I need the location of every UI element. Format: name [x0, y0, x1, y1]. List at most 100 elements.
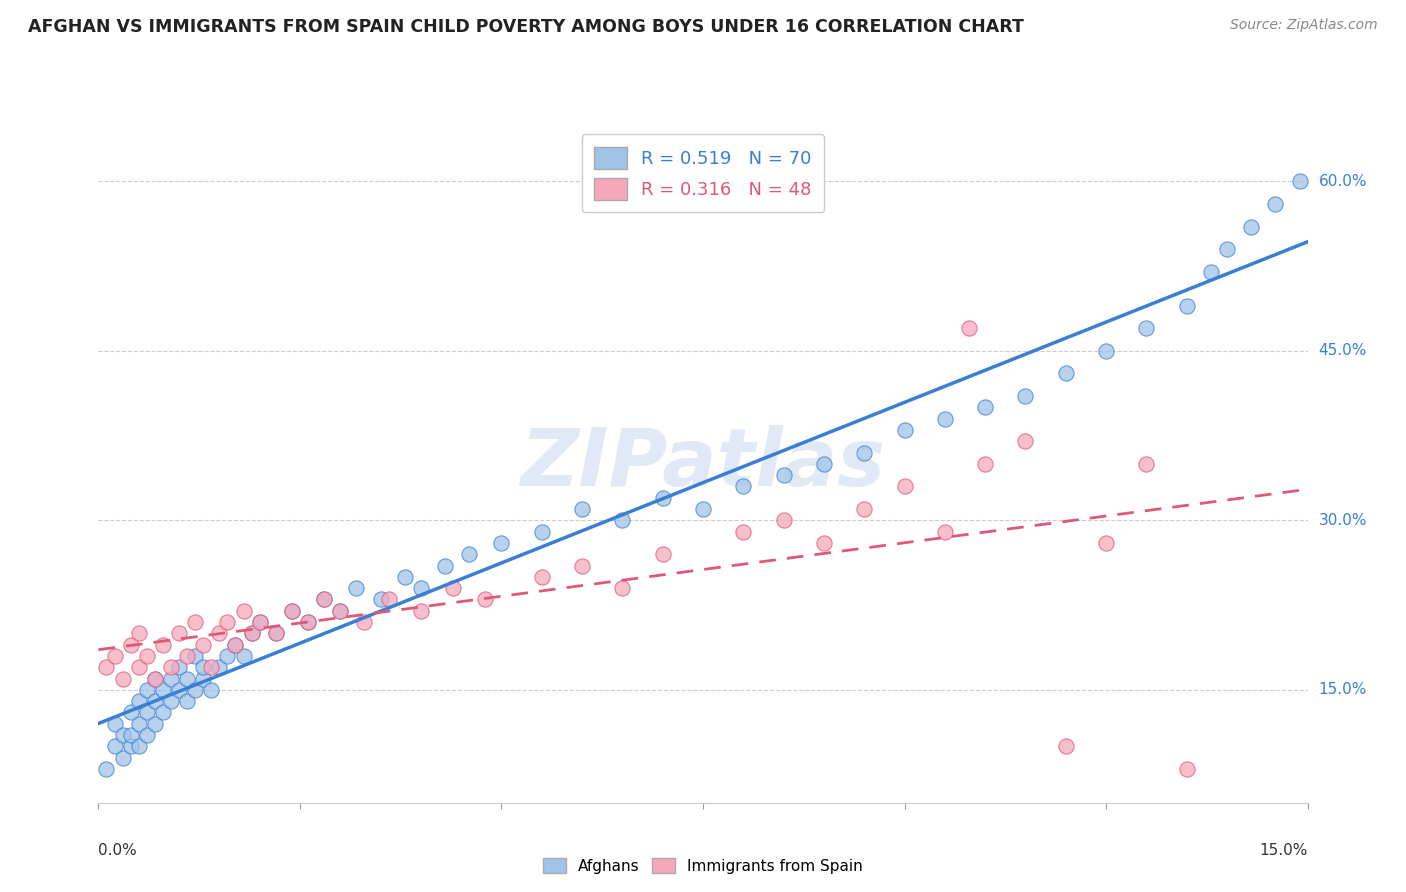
- Point: [612, 581, 634, 595]
- Point: [143, 716, 166, 731]
- Point: [184, 682, 207, 697]
- Point: [111, 672, 134, 686]
- Point: [143, 694, 166, 708]
- Point: [143, 672, 166, 686]
- Point: [458, 547, 481, 561]
- Point: [377, 592, 399, 607]
- Point: [571, 502, 593, 516]
- Point: [281, 604, 304, 618]
- Text: 15.0%: 15.0%: [1319, 682, 1367, 698]
- Point: [240, 626, 263, 640]
- Point: [224, 638, 246, 652]
- Point: [1014, 389, 1036, 403]
- Point: [176, 694, 198, 708]
- Point: [96, 660, 118, 674]
- Point: [491, 536, 513, 550]
- Point: [813, 536, 835, 550]
- Point: [974, 401, 997, 415]
- Point: [128, 716, 150, 731]
- Point: [1054, 739, 1077, 754]
- Point: [167, 626, 190, 640]
- Legend: R = 0.519   N = 70, R = 0.316   N = 48: R = 0.519 N = 70, R = 0.316 N = 48: [582, 134, 824, 212]
- Point: [232, 648, 254, 663]
- Point: [733, 524, 755, 539]
- Point: [135, 728, 157, 742]
- Point: [1095, 343, 1118, 358]
- Point: [103, 648, 125, 663]
- Point: [651, 491, 673, 505]
- Text: ZIPatlas: ZIPatlas: [520, 425, 886, 503]
- Point: [160, 660, 183, 674]
- Point: [208, 626, 231, 640]
- Point: [128, 739, 150, 754]
- Point: [281, 604, 304, 618]
- Point: [184, 648, 207, 663]
- Point: [813, 457, 835, 471]
- Point: [1199, 265, 1222, 279]
- Point: [409, 604, 432, 618]
- Point: [120, 706, 142, 720]
- Point: [1288, 174, 1310, 188]
- Point: [1175, 762, 1198, 776]
- Point: [1054, 367, 1077, 381]
- Point: [853, 445, 876, 459]
- Point: [240, 626, 263, 640]
- Text: 45.0%: 45.0%: [1319, 343, 1367, 359]
- Point: [772, 513, 794, 527]
- Point: [1216, 242, 1239, 256]
- Point: [434, 558, 457, 573]
- Point: [344, 581, 367, 595]
- Point: [1014, 434, 1036, 449]
- Text: Source: ZipAtlas.com: Source: ZipAtlas.com: [1230, 18, 1378, 32]
- Point: [128, 660, 150, 674]
- Point: [184, 615, 207, 629]
- Legend: Afghans, Immigrants from Spain: Afghans, Immigrants from Spain: [537, 852, 869, 880]
- Point: [934, 524, 956, 539]
- Point: [297, 615, 319, 629]
- Point: [152, 706, 174, 720]
- Point: [893, 423, 915, 437]
- Text: 30.0%: 30.0%: [1319, 513, 1367, 528]
- Point: [329, 604, 352, 618]
- Text: 0.0%: 0.0%: [98, 844, 138, 858]
- Point: [143, 672, 166, 686]
- Point: [249, 615, 271, 629]
- Point: [314, 592, 336, 607]
- Point: [772, 468, 794, 483]
- Point: [232, 604, 254, 618]
- Point: [193, 638, 215, 652]
- Point: [135, 682, 157, 697]
- Point: [1240, 219, 1263, 234]
- Point: [128, 694, 150, 708]
- Point: [167, 682, 190, 697]
- Point: [103, 739, 125, 754]
- Point: [176, 672, 198, 686]
- Point: [217, 648, 239, 663]
- Point: [160, 694, 183, 708]
- Point: [692, 502, 714, 516]
- Text: 60.0%: 60.0%: [1319, 174, 1367, 189]
- Point: [120, 739, 142, 754]
- Point: [193, 660, 215, 674]
- Point: [111, 750, 134, 764]
- Point: [370, 592, 392, 607]
- Point: [571, 558, 593, 573]
- Point: [193, 672, 215, 686]
- Text: AFGHAN VS IMMIGRANTS FROM SPAIN CHILD POVERTY AMONG BOYS UNDER 16 CORRELATION CH: AFGHAN VS IMMIGRANTS FROM SPAIN CHILD PO…: [28, 18, 1024, 36]
- Point: [103, 716, 125, 731]
- Point: [152, 682, 174, 697]
- Point: [474, 592, 496, 607]
- Point: [1135, 321, 1157, 335]
- Point: [329, 604, 352, 618]
- Point: [353, 615, 375, 629]
- Point: [249, 615, 271, 629]
- Point: [128, 626, 150, 640]
- Point: [120, 728, 142, 742]
- Point: [853, 502, 876, 516]
- Point: [957, 321, 980, 335]
- Point: [264, 626, 287, 640]
- Point: [530, 570, 553, 584]
- Point: [934, 411, 956, 425]
- Point: [160, 672, 183, 686]
- Point: [651, 547, 673, 561]
